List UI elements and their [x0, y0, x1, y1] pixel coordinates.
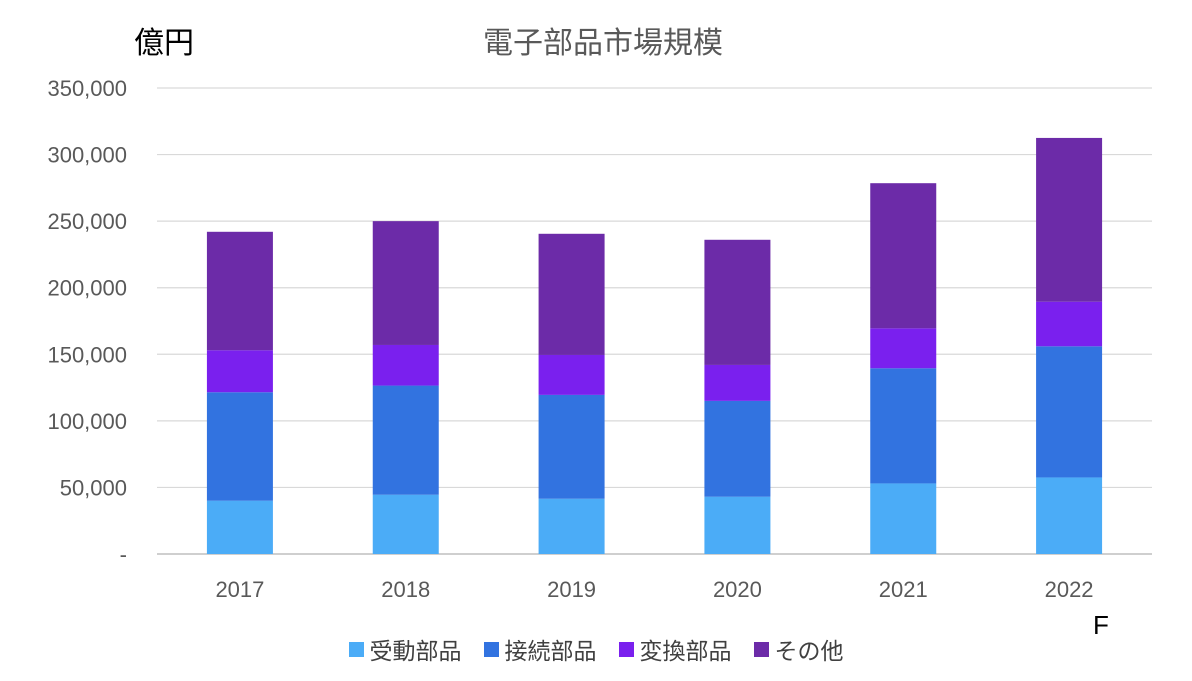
legend-swatch: [348, 641, 364, 657]
y-tick-label: 350,000: [47, 76, 127, 101]
bar-segment: [206, 231, 273, 351]
x-axis-ticks: 2017 2018 2019 2020 2021 2022: [215, 577, 1093, 602]
legend-label: その他: [774, 639, 844, 665]
x-tick-label: 2022: [1045, 577, 1094, 602]
bar-segment: [704, 364, 771, 401]
legend-label: 受動部品: [369, 639, 462, 665]
bar-segment: [704, 239, 771, 365]
bar-segment: [372, 344, 439, 386]
x-tick-label: 2017: [215, 577, 264, 602]
bar-segment: [704, 400, 771, 497]
y-axis-unit-label: 億円: [134, 26, 194, 61]
y-axis-ticks: - 50,000 100,000 150,000 200,000 250,000 300,0…: [47, 76, 127, 567]
bar-segment: [206, 392, 273, 501]
legend-label: 接続部品: [504, 639, 597, 665]
y-tick-label: 50,000: [60, 475, 127, 500]
x-tick-label: 2021: [879, 577, 928, 602]
bar-segment: [1036, 346, 1103, 478]
legend-item: 接続部品: [483, 632, 597, 666]
bar-segment: [538, 394, 605, 499]
legend-swatch: [753, 641, 769, 657]
bar-segment: [206, 350, 273, 393]
x-tick-label: 2018: [381, 577, 430, 602]
bar-segment: [372, 494, 439, 554]
y-tick-label: 300,000: [47, 143, 127, 168]
bar-segment: [870, 368, 937, 484]
y-tick-label: 150,000: [47, 342, 127, 367]
y-tick-label: 200,000: [47, 276, 127, 301]
y-tick-label: -: [120, 542, 127, 567]
bar-segment: [206, 500, 273, 554]
legend-item: 受動部品: [348, 632, 462, 666]
y-tick-label: 250,000: [47, 209, 127, 234]
x-tick-label: 2020: [713, 577, 762, 602]
forecast-mark: F: [1093, 610, 1109, 640]
bar-segment: [538, 498, 605, 554]
y-tick-label: 100,000: [47, 409, 127, 434]
bar-segment: [870, 483, 937, 554]
legend-swatch: [618, 641, 634, 657]
bar-segment: [372, 385, 439, 495]
bar-segment: [372, 221, 439, 345]
x-tick-label: 2019: [547, 577, 596, 602]
bar-segment: [1036, 137, 1103, 302]
legend-item: その他: [753, 632, 844, 666]
bar-segment: [538, 354, 605, 395]
gridlines: [157, 87, 1152, 555]
bar-segment: [1036, 477, 1103, 554]
bar-segment: [704, 496, 771, 554]
bar-segment: [538, 233, 605, 355]
legend-swatch: [483, 641, 499, 657]
legend: 受動部品 接続部品 変換部品 その他: [0, 632, 1192, 666]
bar-segment: [870, 328, 937, 369]
bars: [206, 137, 1103, 554]
legend-label: 変換部品: [639, 639, 732, 665]
bar-segment: [1036, 301, 1103, 347]
chart-title: 電子部品市場規模: [483, 26, 723, 61]
legend-item: 変換部品: [618, 632, 732, 666]
bar-segment: [870, 183, 937, 329]
